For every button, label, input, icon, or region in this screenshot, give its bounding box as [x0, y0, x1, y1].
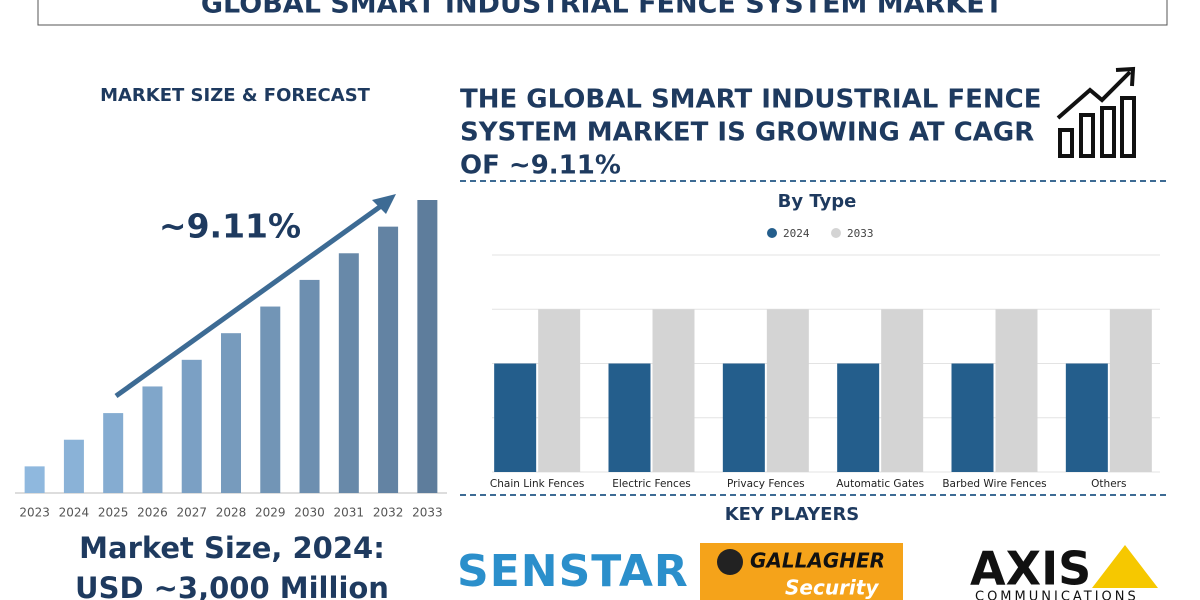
x-tick-label: 2030 [294, 506, 325, 520]
bar [299, 279, 320, 493]
key-players-title: KEY PLAYERS [725, 504, 860, 525]
header-box [37, 0, 1168, 26]
logo-axis-triangle [1092, 545, 1158, 588]
legend-label: 2033 [847, 227, 874, 240]
bar [103, 413, 124, 493]
headline-line: THE GLOBAL SMART INDUSTRIAL FENCE [460, 85, 1041, 115]
logo-axis: AXIS [970, 542, 1091, 596]
bar [494, 363, 537, 472]
x-tick-label: 2023 [19, 506, 50, 520]
x-tick-label: Automatic Gates [836, 478, 924, 490]
bar [538, 309, 581, 472]
headline-line: SYSTEM MARKET IS GROWING AT CAGR [460, 118, 1034, 148]
cagr-annotation: ~9.11% [159, 207, 301, 246]
bar [951, 363, 994, 472]
bar [221, 333, 241, 493]
logo-axis-sub: COMMUNICATIONS [975, 590, 1139, 600]
bar [766, 309, 809, 472]
x-tick-label: 2031 [334, 506, 365, 520]
x-tick-label: Privacy Fences [727, 478, 805, 490]
bar [142, 386, 163, 493]
headline-line: OF ~9.11% [460, 151, 621, 181]
bar [338, 253, 359, 493]
x-tick-label: Barbed Wire Fences [942, 478, 1046, 490]
x-tick-label: Chain Link Fences [490, 478, 584, 490]
bar [881, 309, 924, 472]
bar [1109, 309, 1152, 472]
x-tick-label: 2026 [137, 506, 168, 520]
logo-gallagher: GALLAGHER [750, 549, 885, 573]
bar [608, 363, 651, 472]
bar [995, 309, 1038, 472]
legend-marker [767, 228, 777, 238]
x-tick-label: 2027 [176, 506, 207, 520]
x-tick-label: 2029 [255, 506, 286, 520]
bar [181, 359, 202, 493]
logo-gallagher-sub: Security [785, 576, 879, 600]
x-tick-label: 2032 [373, 506, 404, 520]
market-size-label: Market Size, 2024: [79, 531, 385, 565]
logo-gallagher-emblem [717, 549, 743, 575]
x-tick-label: 2028 [216, 506, 247, 520]
market-size-value: USD ~3,000 Million [75, 571, 389, 600]
left-heading: MARKET SIZE & FORECAST [100, 85, 371, 106]
bar [378, 226, 399, 494]
logo-senstar: SENSTAR [457, 546, 689, 597]
legend-label: 2024 [783, 227, 810, 240]
bar [1065, 363, 1108, 472]
bar [722, 363, 765, 472]
bar [63, 439, 84, 493]
bar [417, 200, 438, 493]
x-tick-label: 2024 [59, 506, 90, 520]
x-tick-label: 2033 [412, 506, 443, 520]
bar [24, 466, 45, 493]
legend-marker [831, 228, 841, 238]
growth-icon [1056, 66, 1136, 158]
growth-arrow [114, 198, 390, 399]
header-title: GLOBAL SMART INDUSTRIAL FENCE SYSTEM MAR… [201, 0, 1004, 20]
x-tick-label: Others [1091, 478, 1126, 490]
bar [837, 363, 880, 472]
bar [652, 309, 695, 472]
bar [260, 306, 281, 493]
growth-arrow-head [372, 194, 396, 214]
x-tick-label: 2025 [98, 506, 129, 520]
x-tick-label: Electric Fences [612, 478, 691, 490]
chart-title: By Type [778, 191, 857, 212]
